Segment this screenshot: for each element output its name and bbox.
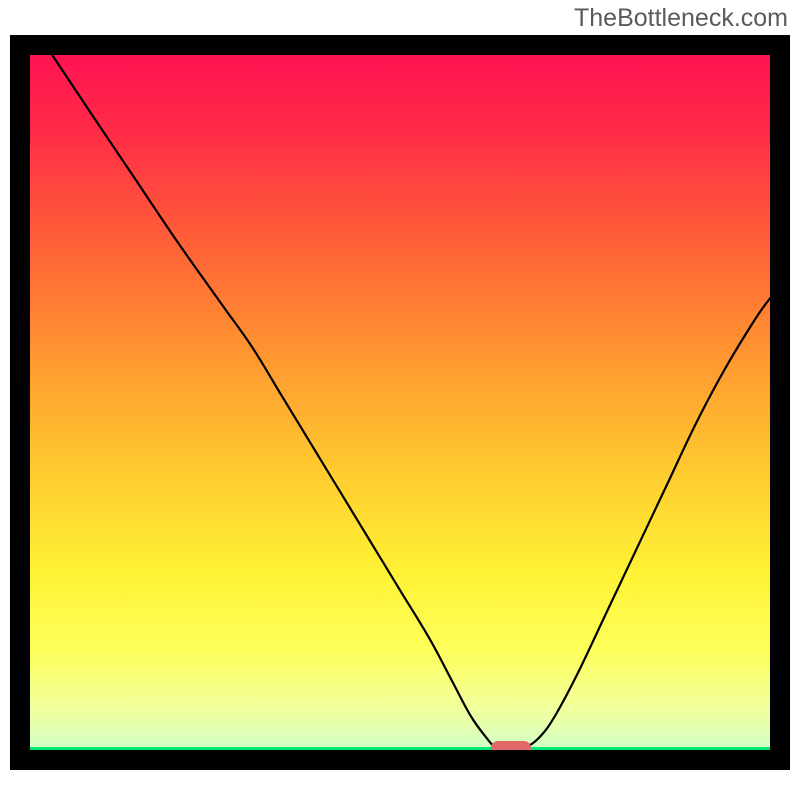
watermark-text: TheBottleneck.com <box>574 4 788 33</box>
bottleneck-curve <box>52 55 770 748</box>
plot-area <box>30 55 770 750</box>
optimum-marker <box>491 741 531 750</box>
chart-container: TheBottleneck.com <box>0 0 800 800</box>
chart-frame <box>10 35 790 770</box>
curve-layer <box>30 55 770 750</box>
